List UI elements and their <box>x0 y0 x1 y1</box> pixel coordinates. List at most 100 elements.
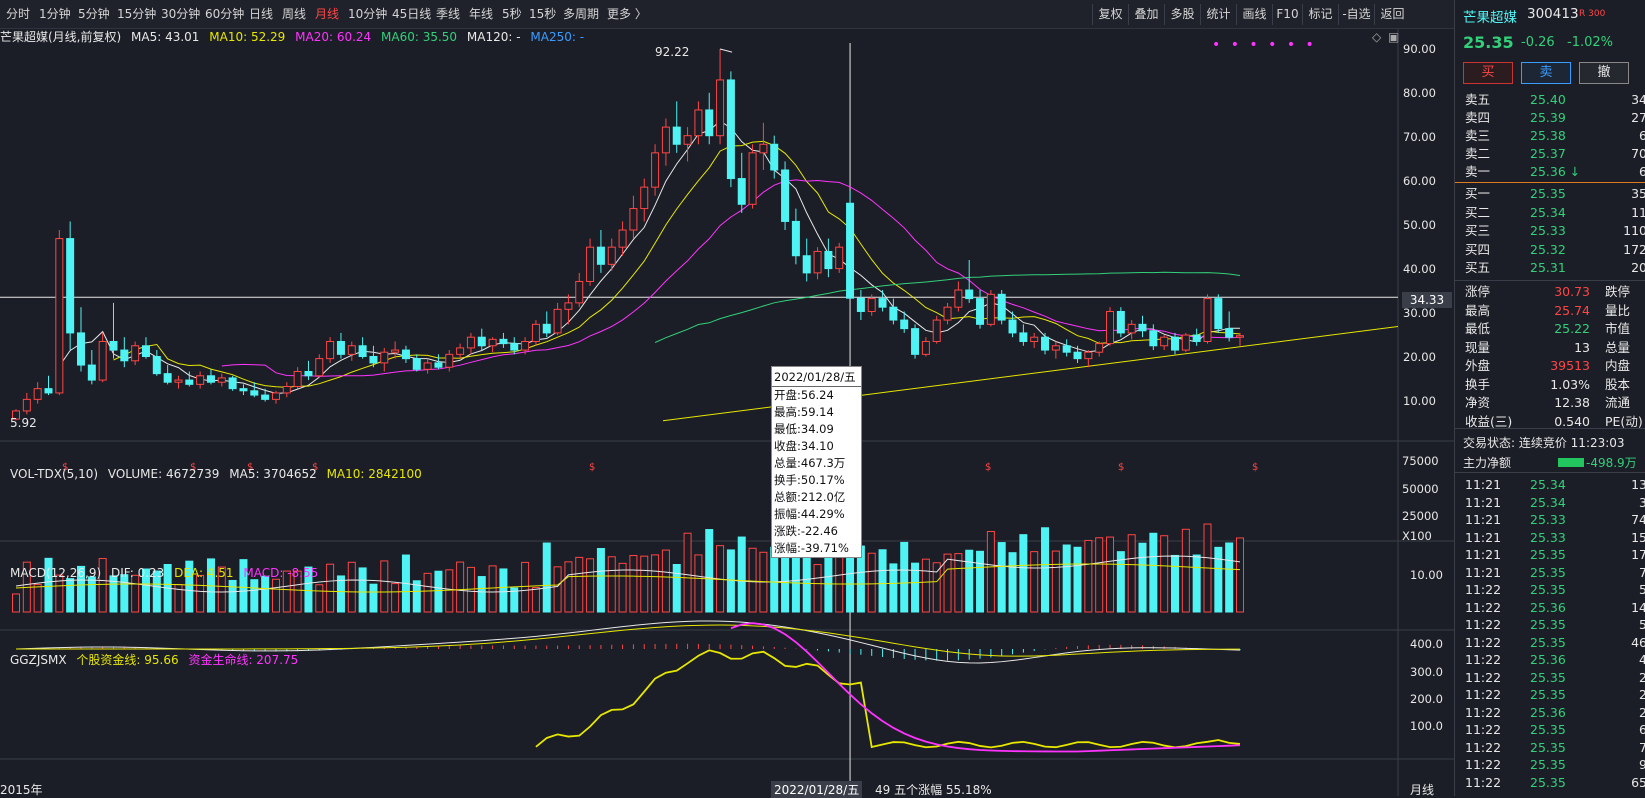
candle-body[interactable] <box>22 398 31 412</box>
candle-body[interactable] <box>206 375 215 383</box>
candle-body[interactable] <box>911 328 920 355</box>
candle-body[interactable] <box>250 390 259 396</box>
candle-body[interactable] <box>813 250 822 274</box>
candle-body[interactable] <box>369 355 378 364</box>
tool-button-0[interactable]: 复权 <box>1092 4 1128 25</box>
candle-body[interactable] <box>1149 330 1158 347</box>
candle-body[interactable] <box>943 306 952 321</box>
candle-body[interactable] <box>1095 343 1104 353</box>
candle-body[interactable] <box>293 370 302 388</box>
candle-body[interactable] <box>466 336 475 349</box>
candle-body[interactable] <box>694 109 703 137</box>
candle-body[interactable] <box>304 370 313 377</box>
candle-body[interactable] <box>131 345 140 362</box>
period-tab-1[interactable]: 1分钟 <box>39 7 71 21</box>
candle-body[interactable] <box>1171 336 1180 351</box>
candle-body[interactable] <box>932 319 941 342</box>
period-tab-9[interactable]: 10分钟 <box>348 7 388 21</box>
candle-body[interactable] <box>1019 332 1028 342</box>
candle-body[interactable] <box>846 202 855 299</box>
period-tab-3[interactable]: 15分钟 <box>117 7 157 21</box>
candle-body[interactable] <box>1160 336 1169 347</box>
candle-body[interactable] <box>347 345 356 355</box>
candle-body[interactable] <box>1106 310 1115 345</box>
candle-body[interactable] <box>261 394 270 400</box>
candle-body[interactable] <box>575 280 584 304</box>
candle-body[interactable] <box>1062 345 1071 353</box>
candle-body[interactable] <box>423 362 432 370</box>
candle-body[interactable] <box>185 379 194 385</box>
candle-body[interactable] <box>976 298 985 325</box>
period-tab-12[interactable]: 年线 <box>469 7 494 21</box>
bid-row[interactable]: 买二 25.34 11 <box>1455 204 1645 222</box>
candle-body[interactable] <box>802 255 811 274</box>
ask-row[interactable]: 卖四 25.39 27 <box>1455 109 1645 127</box>
candle-body[interactable] <box>791 220 800 257</box>
candle-body[interactable] <box>163 373 172 383</box>
candle-body[interactable] <box>1225 328 1234 338</box>
candle-body[interactable] <box>152 355 161 375</box>
candle-body[interactable] <box>997 293 1006 321</box>
candle-body[interactable] <box>748 152 757 205</box>
tool-button-6[interactable]: 标记 <box>1302 4 1338 25</box>
tool-button-4[interactable]: 画线 <box>1236 4 1272 25</box>
candle-body[interactable] <box>239 388 248 392</box>
candle-body[interactable] <box>412 358 421 370</box>
candle-body[interactable] <box>391 349 400 353</box>
candle-body[interactable] <box>120 349 129 362</box>
candle-body[interactable] <box>1192 334 1201 342</box>
candle-body[interactable] <box>445 353 454 368</box>
tool-button-7[interactable]: -自选 <box>1338 4 1374 25</box>
candle-body[interactable] <box>672 126 681 145</box>
candle-body[interactable] <box>553 308 562 334</box>
candle-body[interactable] <box>607 246 616 265</box>
window-icon[interactable]: ▣ <box>1388 30 1400 44</box>
candle-body[interactable] <box>759 143 768 154</box>
bid-row[interactable]: 买一 25.35 35 <box>1455 185 1645 203</box>
candle-body[interactable] <box>629 208 638 231</box>
candle-body[interactable] <box>434 362 443 368</box>
vol-name[interactable]: VOL-TDX(5,10) <box>10 467 99 481</box>
candle-body[interactable] <box>1138 323 1147 332</box>
candle-body[interactable] <box>1214 298 1223 330</box>
candle-body[interactable] <box>98 340 107 381</box>
sell-button[interactable]: 卖 <box>1521 62 1571 84</box>
candle-body[interactable] <box>109 340 118 351</box>
candle-body[interactable] <box>326 340 335 360</box>
candle-body[interactable] <box>542 323 551 334</box>
candle-body[interactable] <box>737 178 746 205</box>
candle-body[interactable] <box>44 388 53 394</box>
stock-name[interactable]: 芒果超媒 <box>1463 10 1517 26</box>
candle-body[interactable] <box>586 246 595 282</box>
candle-body[interactable] <box>1236 335 1244 338</box>
candle-body[interactable] <box>174 379 183 383</box>
candle-body[interactable] <box>726 79 735 180</box>
chart-area[interactable]: $ $ $ $ $ $ $ $ 芒果超媒(月线,前复权) MA5: 43.01 MA10: 5… <box>0 29 1454 798</box>
candle-body[interactable] <box>770 143 779 171</box>
candle-body[interactable] <box>965 289 974 300</box>
tool-button-5[interactable]: F10 <box>1272 4 1302 25</box>
candle-body[interactable] <box>531 323 540 342</box>
candle-body[interactable] <box>66 238 75 334</box>
candle-body[interactable] <box>596 246 605 265</box>
ask-row[interactable]: 卖五 25.40 34 <box>1455 91 1645 109</box>
period-tab-10[interactable]: 45日线 <box>392 7 432 21</box>
buy-button[interactable]: 买 <box>1463 62 1513 84</box>
candle-body[interactable] <box>781 169 790 222</box>
candle-body[interactable] <box>661 126 670 154</box>
candle-body[interactable] <box>380 351 389 364</box>
candle-body[interactable] <box>33 388 42 400</box>
candle-body[interactable] <box>315 358 324 377</box>
candle-body[interactable] <box>1116 310 1125 334</box>
candle-body[interactable] <box>618 229 627 248</box>
ask-row[interactable]: 卖三 25.38 6 <box>1455 127 1645 145</box>
candle-body[interactable] <box>921 340 930 355</box>
period-tab-5[interactable]: 60分钟 <box>205 7 245 21</box>
candle-body[interactable] <box>705 109 714 137</box>
candle-body[interactable] <box>564 302 573 310</box>
candle-body[interactable] <box>521 340 530 351</box>
period-tab-15[interactable]: 多周期 <box>563 7 600 21</box>
candle-body[interactable] <box>889 306 898 321</box>
bid-row[interactable]: 买四 25.32 172 <box>1455 241 1645 259</box>
candle-body[interactable] <box>867 298 876 312</box>
